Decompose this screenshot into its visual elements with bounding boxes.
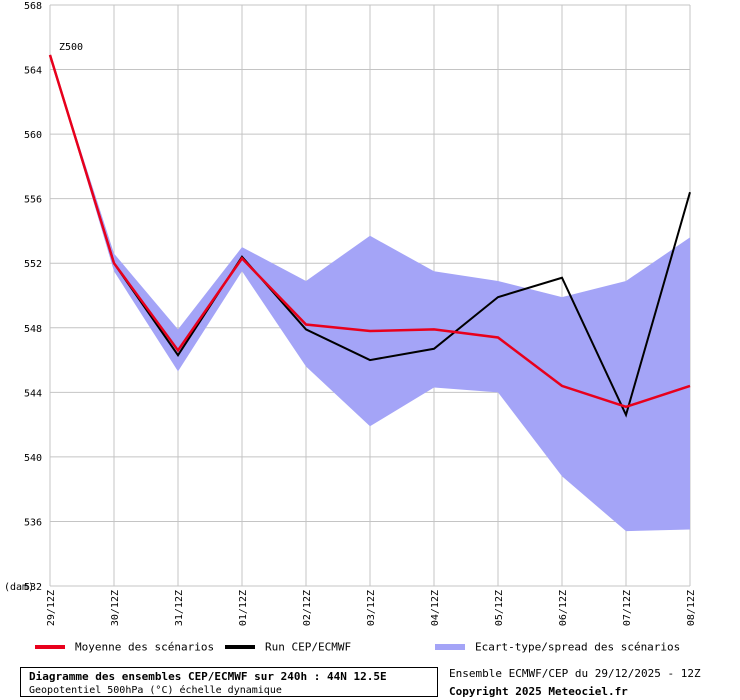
unit-label: (dam) — [4, 582, 34, 593]
legend-spread: Ecart-type/spread des scénarios — [435, 640, 680, 654]
chart-title-box: Diagramme des ensembles CEP/ECMWF sur 24… — [20, 667, 438, 697]
x-tick-label: 02/12Z — [302, 590, 313, 626]
y-tick-label: 548 — [24, 324, 42, 335]
legend-mean: Moyenne des scénarios — [35, 640, 214, 654]
ensemble-chart: 568 564 560 556 552 548 544 540 536 532 29/12Z 30/… — [4, 1, 697, 626]
legend-mean-swatch — [35, 645, 65, 649]
legend-mean-label: Moyenne des scénarios — [75, 640, 215, 654]
mean-line — [48, 54, 691, 409]
chart-title: Diagramme des ensembles CEP/ECMWF sur 24… — [29, 670, 387, 683]
y-tick-label: 568 — [24, 1, 42, 12]
y-tick-label: 532 — [24, 582, 42, 593]
y-tick-label: 552 — [24, 259, 42, 270]
x-tick-label: 04/12Z — [430, 590, 441, 626]
y-tick-label: 536 — [24, 517, 42, 528]
series-label: Z500 — [59, 42, 83, 53]
chart-subtitle: Geopotentiel 500hPa (°C) échelle dynamiq… — [29, 685, 282, 696]
spread-area — [50, 55, 690, 532]
legend-run-swatch — [225, 645, 255, 649]
x-tick-label: 07/12Z — [622, 590, 633, 626]
y-tick-label: 560 — [24, 130, 42, 141]
x-tick-label: 29/12Z — [46, 590, 57, 626]
run-info: Ensemble ECMWF/CEP du 29/12/2025 - 12Z — [449, 667, 701, 680]
legend-spread-swatch — [435, 644, 465, 650]
legend-spread-label: Ecart-type/spread des scénarios — [475, 640, 681, 654]
y-tick-labels: 568 564 560 556 552 548 544 540 536 532 — [24, 1, 42, 593]
y-tick-label: 540 — [24, 453, 42, 464]
x-tick-label: 08/12Z — [686, 590, 697, 626]
x-tick-label: 31/12Z — [174, 590, 185, 626]
x-tick-labels: 29/12Z 30/12Z 31/12Z 01/12Z 02/12Z 03/12Z 04/1… — [46, 590, 697, 626]
legend-run: Run CEP/ECMWF — [225, 640, 351, 654]
x-tick-label: 06/12Z — [558, 590, 569, 626]
x-tick-label: 30/12Z — [110, 590, 121, 626]
y-tick-label: 564 — [24, 66, 42, 77]
copyright: Copyright 2025 Meteociel.fr — [449, 685, 628, 698]
run-line — [49, 54, 691, 418]
y-tick-label: 544 — [24, 388, 42, 399]
x-tick-label: 01/12Z — [238, 590, 249, 626]
y-tick-label: 556 — [24, 195, 42, 206]
legend-run-label: Run CEP/ECMWF — [265, 640, 352, 654]
x-tick-label: 05/12Z — [494, 590, 505, 626]
x-tick-label: 03/12Z — [366, 590, 377, 626]
